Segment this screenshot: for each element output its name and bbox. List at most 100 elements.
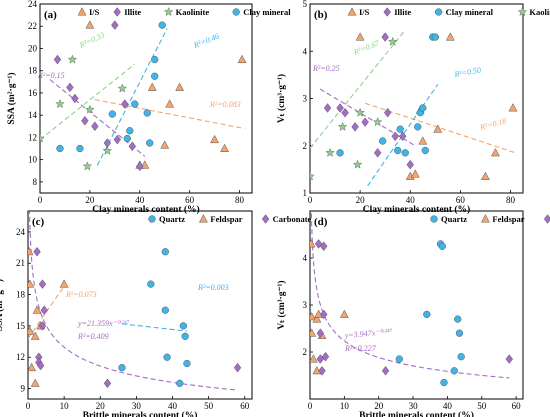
i-s-point (237, 54, 247, 64)
y-tick-label: 1 (303, 188, 308, 198)
legend-label: Clay mineral (446, 7, 494, 17)
carbonate-point (40, 305, 48, 316)
clay-mineral-point (76, 144, 84, 153)
kaolinite-point (117, 83, 128, 93)
y-tick-label: 3 (303, 94, 308, 104)
quartz-point (457, 353, 465, 361)
feldspar-point (310, 311, 317, 321)
clay-mineral-point (151, 72, 159, 80)
i-s-point (480, 171, 490, 180)
carbonate-point (33, 246, 41, 257)
panel-label: (b) (314, 9, 328, 21)
illite-point (341, 107, 349, 118)
y-tick-label: 18 (28, 66, 38, 76)
feldspar-point (310, 354, 318, 363)
y-axis-label: SSA (m²·g⁻¹) (0, 279, 5, 331)
y-tick-label: 14 (28, 110, 38, 120)
carbonate-point (321, 351, 330, 362)
illite-point (71, 93, 79, 104)
y-axis-label: Vₜ (cm³·g⁻¹) (276, 280, 287, 329)
r-squared-label: R²=0.46 (191, 32, 220, 51)
x-tick-label: 60 (456, 195, 466, 205)
i-s-point (445, 32, 455, 41)
feldspar-point (28, 326, 35, 335)
clay-mineral-point (336, 149, 344, 157)
clay-mineral-point (108, 110, 116, 118)
quartz-point (438, 242, 446, 250)
clay-mineral-point (421, 146, 429, 155)
plot-frame (309, 210, 524, 400)
x-tick-label: 10 (340, 401, 350, 411)
clay-mineral-point (414, 123, 422, 131)
quartz-point (161, 248, 169, 256)
carbonate-point (381, 365, 390, 376)
kaolinite-point (352, 159, 363, 169)
r-squared-label: R²=0.15 (37, 71, 65, 80)
kaolinite-point (67, 54, 78, 64)
y-tick-label: 2 (303, 347, 308, 357)
carbonate-point (505, 354, 513, 364)
legend-label: Carbonate (273, 214, 312, 224)
y-tick-label: 10 (28, 155, 38, 165)
r-squared-label: R²=0.50 (453, 65, 482, 79)
kaolinite-point (387, 36, 398, 46)
clay-mineral-point (126, 127, 134, 135)
plot-frame (309, 3, 524, 194)
carbonate-point (36, 360, 45, 371)
x-tick-label: 60 (240, 401, 250, 411)
trendlines (40, 28, 245, 166)
legend-marker (232, 8, 240, 16)
panel-label: (a) (44, 9, 57, 21)
illite-point (381, 32, 389, 42)
illite-point (323, 103, 332, 113)
i-s-point (175, 82, 185, 91)
x-tick-label: 30 (409, 401, 419, 411)
trendlines (310, 213, 510, 379)
feldspar-point (310, 239, 316, 248)
legend-label: I/S (89, 7, 100, 17)
i-s-point (491, 148, 500, 157)
legend: I/S Illite Clay mineral Kaolinite (347, 7, 550, 17)
y-tick-label: 2 (303, 141, 308, 151)
x-tick-label: 40 (168, 401, 178, 411)
y-tick-label: 24 (16, 227, 26, 237)
panel-d: 0 10 20 30 40 50 60 2 3 4 Brittle minerals content… (276, 210, 550, 417)
legend-label: Kaolinite (529, 7, 550, 17)
quartz-point (118, 364, 126, 372)
r-squared-label: R²=0.25 (312, 64, 340, 73)
i-s-point (160, 140, 170, 149)
illite-point (111, 20, 119, 30)
x-tick-label: 0 (38, 195, 43, 205)
panel-b: 0 20 40 60 80 1 2 3 4 5 Clay minerals content (%) V… (276, 0, 550, 215)
x-tick-label: 0 (26, 401, 31, 411)
kaolinite-point (40, 133, 45, 143)
clay-mineral-point (151, 55, 159, 64)
panel-a: 0 20 40 60 80 8 10 12 14 16 18 20 22 24 Clay minerals … (6, 0, 291, 215)
quartz-point (147, 280, 155, 288)
data-points (310, 32, 518, 181)
legend: I/S Illite Kaolinite Clay mineral (77, 7, 291, 17)
i-s-point (508, 103, 518, 112)
x-tick-label: 50 (477, 401, 487, 411)
linear-fit-line (40, 63, 136, 141)
kaolinite-point (310, 171, 315, 181)
kaolinite-point (102, 145, 113, 155)
feldspar-point (339, 309, 349, 318)
r-squared-label: R²=0.073 (65, 290, 97, 299)
kaolinite-point (82, 161, 93, 171)
y-tick-label: 12 (16, 352, 25, 362)
kaolinite-point (85, 104, 95, 114)
legend-marker (163, 7, 174, 17)
r-squared-label: R²=0.083 (209, 100, 241, 109)
clay-mineral-point (158, 21, 166, 29)
i-s-point (220, 143, 229, 152)
clay-mineral-point (379, 137, 387, 145)
clay-mineral-point (56, 144, 64, 153)
feldspar-point (28, 246, 34, 256)
i-s-point (165, 99, 175, 108)
feldspar-point (312, 314, 322, 323)
linear-fit-line (28, 285, 65, 339)
